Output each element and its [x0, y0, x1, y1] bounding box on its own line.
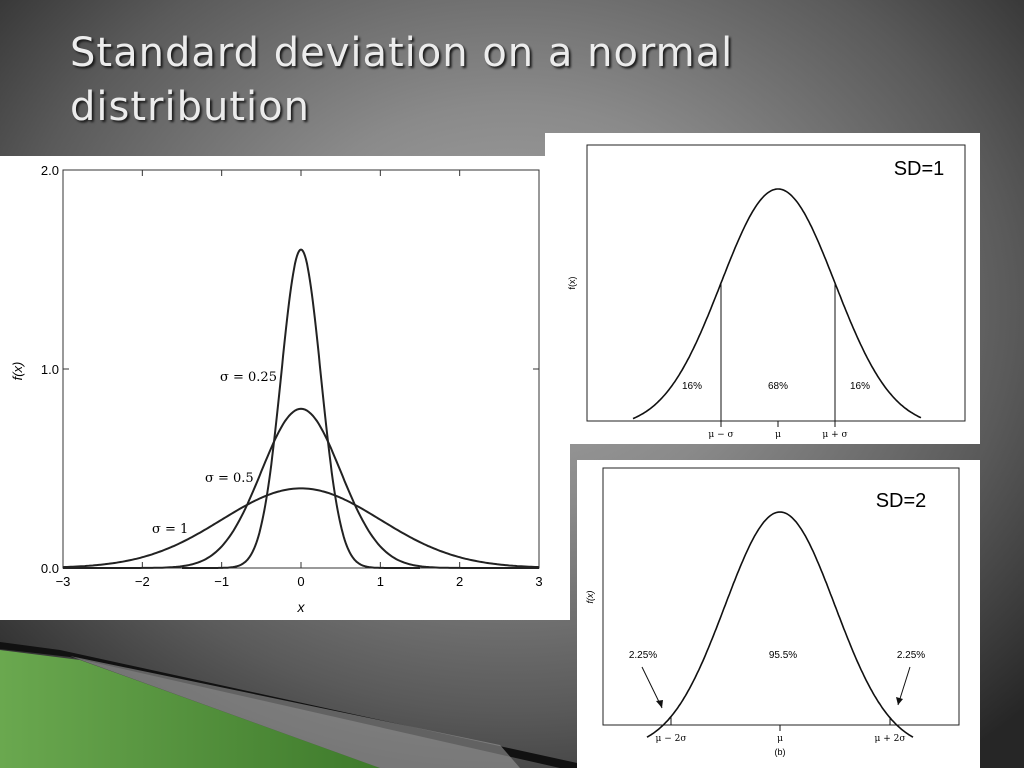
x-axis-label: x [297, 599, 306, 615]
region-label-left: 16% [682, 381, 702, 392]
x-tick-label: μ [777, 734, 783, 744]
curve-label-sigma-1: σ = 1 [152, 522, 188, 537]
sd2-chart: SD=2 f(x) 2.25% 95.5% 2.25% μ − 2σ μ μ +… [585, 467, 960, 757]
x-tick-label: −3 [56, 574, 71, 589]
y-tick-label: 2.0 [41, 163, 59, 178]
curve-series-2 [62, 487, 540, 569]
curve-series-0 [182, 248, 420, 569]
region-label-right: 16% [850, 381, 870, 392]
y-axis-label: f(x) [567, 277, 577, 290]
curve-series-1 [63, 407, 539, 569]
chart-caption: (b) [775, 747, 786, 757]
region-label-center: 95.5% [769, 650, 797, 661]
x-tick-label: 2 [456, 574, 463, 589]
left-chart-panel: −3 −2 −1 0 1 2 3 0.0 1.0 2.0 f(x) x σ = 0.25 σ = … [0, 156, 570, 620]
x-tick-label: −2 [135, 574, 150, 589]
x-tick-label: −1 [214, 574, 229, 589]
curve-label-sigma-025: σ = 0.25 [220, 370, 277, 385]
plot-frame [602, 467, 960, 726]
x-tick-label: 0 [297, 574, 304, 589]
region-label-right: 2.25% [897, 650, 925, 661]
normal-curve [646, 511, 914, 738]
curve-label-sigma-05: σ = 0.5 [205, 471, 254, 486]
x-tick-label: μ [775, 430, 781, 440]
sd-label: SD=1 [894, 158, 945, 180]
left-chart: −3 −2 −1 0 1 2 3 0.0 1.0 2.0 f(x) x σ = 0.25 σ = … [10, 163, 543, 615]
arrow-right-head [896, 697, 903, 705]
x-tick-label: μ − 2σ [656, 734, 687, 744]
region-label-left: 2.25% [629, 650, 657, 661]
x-tick-label: 1 [377, 574, 384, 589]
y-axis-label: f(x) [585, 591, 595, 604]
slide-title: Standard deviation on a normal distribut… [70, 30, 734, 130]
sd1-chart-panel: SD=1 f(x) 16% 68% 16% μ − σ μ μ + σ [545, 133, 980, 444]
sd1-chart: SD=1 f(x) 16% 68% 16% μ − σ μ μ + σ [567, 144, 966, 440]
sd-label: SD=2 [876, 490, 927, 512]
x-tick-label: μ − σ [708, 430, 733, 440]
sd2-chart-panel: SD=2 f(x) 2.25% 95.5% 2.25% μ − 2σ μ μ +… [577, 460, 980, 768]
x-tick-label: μ + σ [822, 430, 847, 440]
x-tick-label: μ + 2σ [875, 734, 906, 744]
y-tick-label: 1.0 [41, 362, 59, 377]
region-label-center: 68% [768, 381, 788, 392]
y-tick-label: 0.0 [41, 561, 59, 576]
arrow-left-head [656, 700, 663, 708]
x-tick-label: 3 [535, 574, 542, 589]
y-axis-label: f(x) [10, 362, 25, 381]
plot-frame [586, 144, 966, 422]
plot-frame [62, 169, 540, 569]
normal-curve [632, 188, 922, 420]
